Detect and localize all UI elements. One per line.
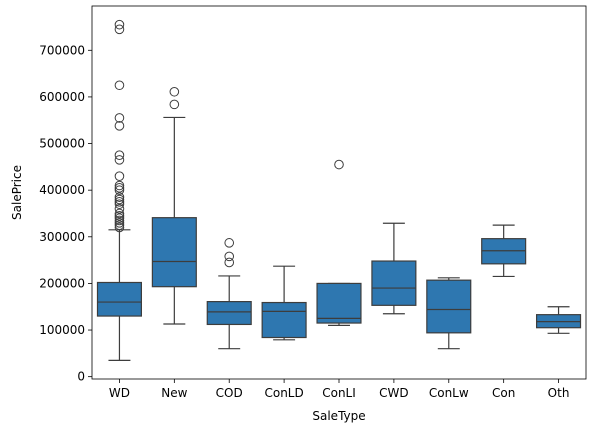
outlier-point [224,257,235,268]
y-tick-label: 0 [77,370,85,384]
x-axis-label: SaleType [312,409,365,423]
outlier-point [114,211,125,221]
y-tick-label: 700000 [39,43,85,57]
outlier-point [114,183,125,193]
outlier-point [114,24,125,35]
y-tick-label: 300000 [39,230,85,244]
iqr-box [96,281,143,317]
outlier-point [114,215,125,226]
x-tick-label: COD [216,386,243,400]
outlier-point [114,185,125,195]
outlier-point [114,222,125,233]
outlier-point [114,113,125,123]
outlier-point [114,192,125,202]
box-con [481,224,527,278]
y-tick-label: 400000 [39,183,85,197]
iqr-box [261,301,307,339]
outlier-point [114,218,125,228]
outlier-point [114,121,125,131]
x-tick-label: New [161,386,187,400]
y-tick-label: 500000 [39,137,85,151]
box-conlw [426,277,472,350]
outlier-point [114,155,125,165]
x-tick-label: ConLw [429,386,469,400]
x-tick-label: Oth [548,386,570,400]
iqr-box [151,217,197,288]
iqr-box [316,282,362,324]
outlier-point [334,159,344,170]
y-axis: 0 100000 200000 300000 400000 500000 600000 700… [39,43,92,384]
x-tick-label: Con [492,386,515,400]
outlier-point [114,213,125,223]
outlier-point [114,199,125,209]
iqr-box [206,301,252,326]
outlier-point [114,80,125,91]
iqr-box [426,279,472,334]
box-cod [206,238,252,350]
y-tick-label: 200000 [39,276,85,290]
outlier-point [114,208,125,219]
x-tick-label: WD [109,386,130,400]
y-tick-label: 600000 [39,90,85,104]
outlier-point [169,99,180,110]
outlier-point [114,194,125,205]
outlier-point [114,204,125,214]
box-conld [261,265,307,341]
outlier-point [114,197,125,207]
x-axis: WD New COD ConLD ConLI CWD ConLw Con Oth [109,379,570,400]
box-cwd [371,222,417,315]
outlier-point [114,19,125,30]
outlier-point [224,238,235,248]
outlier-point [169,86,180,97]
x-tick-label: ConLI [322,386,356,400]
x-tick-label: CWD [379,386,408,400]
outlier-point [114,150,125,160]
y-axis-label: SalePrice [10,165,24,220]
iqr-box [371,260,417,306]
box-conli [316,159,362,326]
plot-area [96,19,582,361]
outlier-point [114,180,125,191]
y-tick-label: 100000 [39,323,85,337]
x-tick-label: ConLD [264,386,303,400]
outlier-point [114,220,125,230]
plot-frame [91,5,587,380]
outlier-point [224,251,235,262]
box-new [151,86,197,325]
box-oth [535,306,582,334]
box-wd [96,19,143,361]
outlier-point [114,171,125,181]
